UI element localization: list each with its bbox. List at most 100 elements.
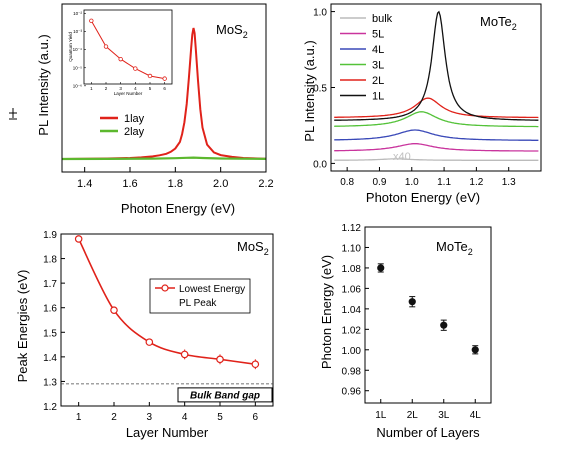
mos2-qy-inset: 1 2 3 4 5 6 10⁻² 10⁻³ 10⁻⁴ 10⁻⁵ 10⁻⁶ Layer Number Qu… — [68, 9, 173, 96]
qy-inset-xtick-label: 1 — [90, 86, 93, 91]
qy-inset-point — [118, 56, 123, 62]
mos2-pl-xtick-label: 1.4 — [77, 178, 92, 190]
mote2-pl-legend-label: 1L — [372, 91, 384, 103]
mos2-pl-panel-label: MoS2 — [216, 22, 248, 40]
mote2-pl-series-line — [334, 10, 539, 121]
mote2-pl-xtick-label: 1.3 — [502, 177, 516, 188]
mote2-pl-legend-label: 2L — [372, 75, 384, 87]
bulk-band-gap-reference: Bulk Band gap — [61, 383, 273, 403]
mos2-peak-ylabel: Peak Energies (eV) — [15, 270, 30, 383]
mos2-peak-point — [251, 360, 260, 369]
mos2-peak-xtick-label: 5 — [217, 412, 223, 423]
mote2-pl-xtick-label: 1.2 — [469, 177, 483, 188]
mote2-energy-point — [471, 346, 479, 354]
mote2-pl-legend-label: 5L — [372, 29, 384, 41]
mote2-energy-ytick-label: 1.10 — [342, 243, 362, 254]
mote2-energy-xtick-label: 3L — [438, 410, 450, 421]
mote2-pl-ytick-label: 0.5 — [313, 84, 327, 95]
mos2-peak-point — [180, 350, 189, 359]
mos2-peak-point — [145, 338, 154, 346]
mos2-peak-ytick-label: 1.5 — [43, 328, 57, 339]
mos2-pl-xtick-label: 1.8 — [168, 178, 183, 190]
qy-inset-ytick-label: 10⁻² — [73, 11, 82, 16]
mote2-pl-series-line — [334, 97, 539, 119]
qy-inset-xtick-label: 5 — [149, 86, 152, 91]
mote2-pl-legend-label: 3L — [372, 60, 384, 72]
mote2-pl-xlabel: Photon Energy (eV) — [366, 190, 480, 205]
mote2-pl-legend-label: bulk — [372, 13, 393, 25]
qy-inset-ylabel: Quantum Yield — [68, 32, 73, 62]
qy-inset-xlabel: Layer Number — [114, 91, 143, 96]
mote2-pl-xtick-label: 0.8 — [340, 177, 354, 188]
mos2-peak-point — [216, 355, 224, 364]
mote2-pl-xtick-label: 0.9 — [373, 177, 387, 188]
qy-inset-frame — [83, 9, 173, 85]
mos2-pl-xtick-label: 2.0 — [213, 178, 228, 190]
mote2-pl-legend: bulk 5L 4L 3L 2L 1L — [340, 13, 393, 103]
mote2-pl-ylabel: PL Intensity (a.u.) — [302, 40, 317, 141]
mos2-pl-plot-frame — [61, 3, 267, 173]
mote2-pl-xtick-label: 1.1 — [437, 177, 451, 188]
mos2-peak-xtick-label: 6 — [253, 412, 259, 423]
qy-inset-ytick-label: 10⁻⁵ — [73, 65, 82, 70]
mote2-pl-series-line — [334, 111, 539, 128]
mos2-pl-legend-label: 2lay — [124, 126, 145, 138]
mos2-peak-xtick-label: 3 — [147, 412, 153, 423]
mos2-peak-legend-marker — [161, 284, 169, 292]
mos2-peak-ytick-label: 1.2 — [43, 402, 57, 413]
mote2-pl-series-line — [334, 129, 539, 141]
mos2-pl-series-line — [61, 27, 267, 160]
mos2-pl-legend-label: 1lay — [124, 113, 145, 125]
mote2-energy-xtick-label: 4L — [470, 410, 482, 421]
mos2-peak-xtick-label: 1 — [76, 412, 82, 423]
mos2-peak-ytick-label: 1.4 — [43, 353, 57, 364]
qy-inset-point — [147, 73, 153, 79]
mos2-peak-xtick-label: 2 — [111, 412, 117, 423]
mos2-peak-xlabel: Layer Number — [126, 425, 209, 440]
mos2-pl-ylabel: PL Intensity (a.u.) — [36, 34, 51, 135]
mote2-energy-point — [440, 321, 448, 329]
mos2-peak-ytick-label: 1.6 — [43, 304, 57, 315]
mos2-pl-xtick-label: 1.6 — [122, 178, 137, 190]
mote2-pl-ytick-label: 1.0 — [313, 8, 327, 19]
mote2-energy-ytick-label: 1.08 — [342, 264, 362, 275]
mote2-pl-series-line — [334, 143, 539, 152]
mos2-peak-legend-line1: Lowest Energy — [179, 284, 245, 295]
qy-inset-line — [90, 20, 165, 80]
mote2-energy-ytick-label: 1.06 — [342, 284, 362, 295]
qy-inset-point — [89, 18, 94, 23]
mote2-energy-ytick-label: 1.12 — [342, 223, 362, 234]
mos2-peak-point — [110, 306, 118, 314]
mos2-peak-ytick-label: 1.7 — [43, 279, 57, 290]
mote2-energy-xtick-label: 1L — [375, 410, 387, 421]
mote2-energy-plot-frame — [364, 226, 492, 404]
axis-break-icon — [9, 108, 17, 120]
mos2-pl-xlabel: Photon Energy (eV) — [121, 201, 235, 216]
mos2-peak-plot-frame — [60, 233, 274, 407]
mote2-energy-ytick-label: 0.96 — [342, 387, 362, 398]
mos2-peak-ytick-label: 1.8 — [43, 255, 57, 266]
mote2-energy-point — [408, 298, 416, 306]
qy-inset-ytick-label: 10⁻⁶ — [73, 83, 82, 88]
qy-inset-xtick-label: 2 — [105, 86, 108, 91]
mos2-peak-point — [74, 235, 83, 243]
mote2-energy-ytick-label: 0.98 — [342, 366, 362, 377]
mote2-energy-point — [377, 264, 385, 272]
mote2-energy-ytick-label: 1.00 — [342, 346, 362, 357]
mos2-peak-xtick-label: 4 — [182, 412, 188, 423]
mos2-pl-series-line — [61, 156, 267, 161]
mote2-pl-xtick-label: 1.0 — [405, 177, 419, 188]
qy-inset-xtick-label: 3 — [119, 86, 122, 91]
mote2-energy-ytick-label: 1.02 — [342, 325, 362, 336]
mos2-peak-legend-line2: PL Peak — [179, 298, 217, 309]
mote2-energy-xlabel: Number of Layers — [376, 425, 480, 440]
mote2-pl-ytick-label: 0.0 — [313, 159, 327, 170]
mote2-energy-ylabel: Photon Energy (eV) — [319, 255, 334, 369]
mos2-peak-panel-label: MoS2 — [237, 239, 269, 257]
qy-inset-point — [103, 44, 109, 49]
mote2-energy-ytick-label: 1.04 — [342, 305, 362, 316]
mote2-pl-annotation: x40 — [393, 151, 411, 163]
